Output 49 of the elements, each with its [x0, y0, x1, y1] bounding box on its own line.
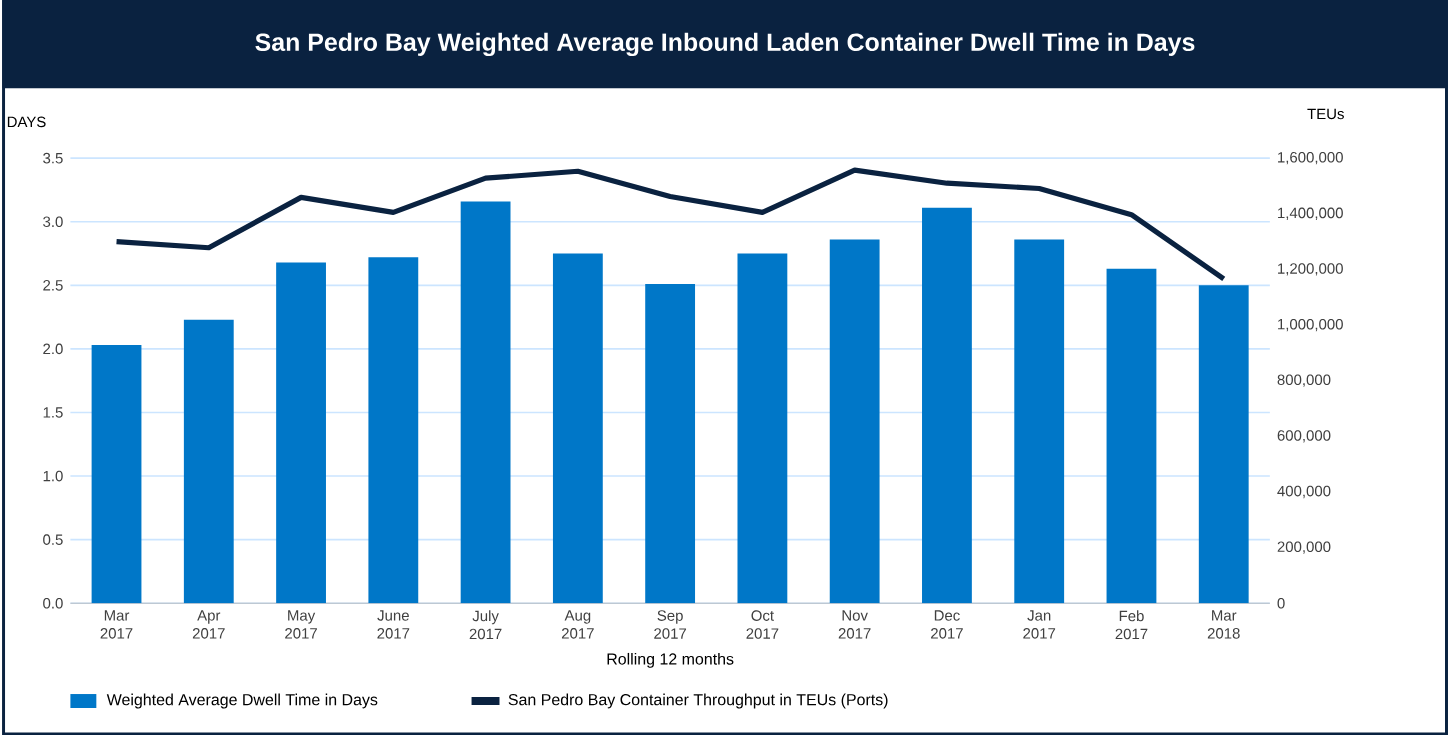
y-tick-label: 2.5	[43, 279, 63, 291]
legend-label: Weighted Average Dwell Time in Days	[106, 693, 378, 709]
y-axis-title: DAYS	[7, 116, 46, 127]
y2-tick-label: 600,000	[1277, 429, 1331, 443]
x-tick-label: Oct 2017	[746, 610, 779, 639]
y-tick-label: 3.5	[43, 152, 63, 164]
bar	[1014, 239, 1065, 604]
y2-tick-label: 1,600,000	[1278, 151, 1343, 165]
y2-tick-label: 1,000,000	[1278, 318, 1343, 332]
y-tick-label: 1.5	[43, 407, 63, 418]
y-tick-label: 0.0	[43, 597, 63, 609]
x-tick-label: July 2017	[469, 610, 502, 640]
x-tick-label: Aug 2017	[561, 610, 594, 639]
x-tick-label: June 2017	[377, 610, 410, 639]
bar	[829, 239, 880, 604]
x-axis-title: Rolling 12 months	[607, 652, 734, 668]
x-tick-label: Mar 2017	[100, 610, 133, 639]
y2-tick-label: 400,000	[1277, 485, 1331, 498]
y-tick-label: 3.0	[43, 216, 63, 227]
x-tick-label: Nov 2017	[838, 610, 871, 639]
y2-tick-label: 1,400,000	[1278, 207, 1343, 220]
bar	[922, 207, 972, 604]
y-tick-label: 0.5	[43, 534, 63, 545]
x-tick-label: Apr 2017	[192, 610, 225, 639]
bar	[552, 253, 603, 604]
y2-tick-label: 200,000	[1277, 541, 1331, 554]
bar	[91, 344, 142, 604]
bar	[645, 283, 696, 604]
bar	[1106, 268, 1157, 604]
bar	[1198, 285, 1249, 604]
bar	[737, 253, 788, 604]
y2-tick-label: 0	[1277, 597, 1285, 609]
x-tick-label: Dec 2017	[931, 610, 963, 639]
x-tick-label: Sep 2017	[654, 610, 687, 639]
bar	[460, 201, 511, 604]
x-tick-label: Mar 2018	[1207, 610, 1240, 639]
y-tick-label: 2.0	[43, 343, 63, 354]
y2-tick-label: 800,000	[1277, 374, 1331, 387]
y-tick-label: 1.0	[43, 470, 63, 482]
bar	[368, 257, 419, 604]
y2-axis-title: TEUs	[1307, 108, 1344, 119]
bar	[183, 319, 234, 604]
chart-title: San Pedro Bay Weighted Average Inbound Laden Container Dwell Time in Days	[255, 32, 1195, 56]
legend-label: San Pedro Bay Container Throughput in TEUs (Ports)	[508, 693, 888, 709]
bar	[276, 262, 326, 604]
x-tick-label: Feb 2017	[1115, 610, 1148, 640]
y2-tick-label: 1,200,000	[1278, 263, 1343, 276]
x-tick-label: May 2017	[285, 610, 317, 639]
x-tick-label: Jan 2017	[1023, 610, 1056, 639]
